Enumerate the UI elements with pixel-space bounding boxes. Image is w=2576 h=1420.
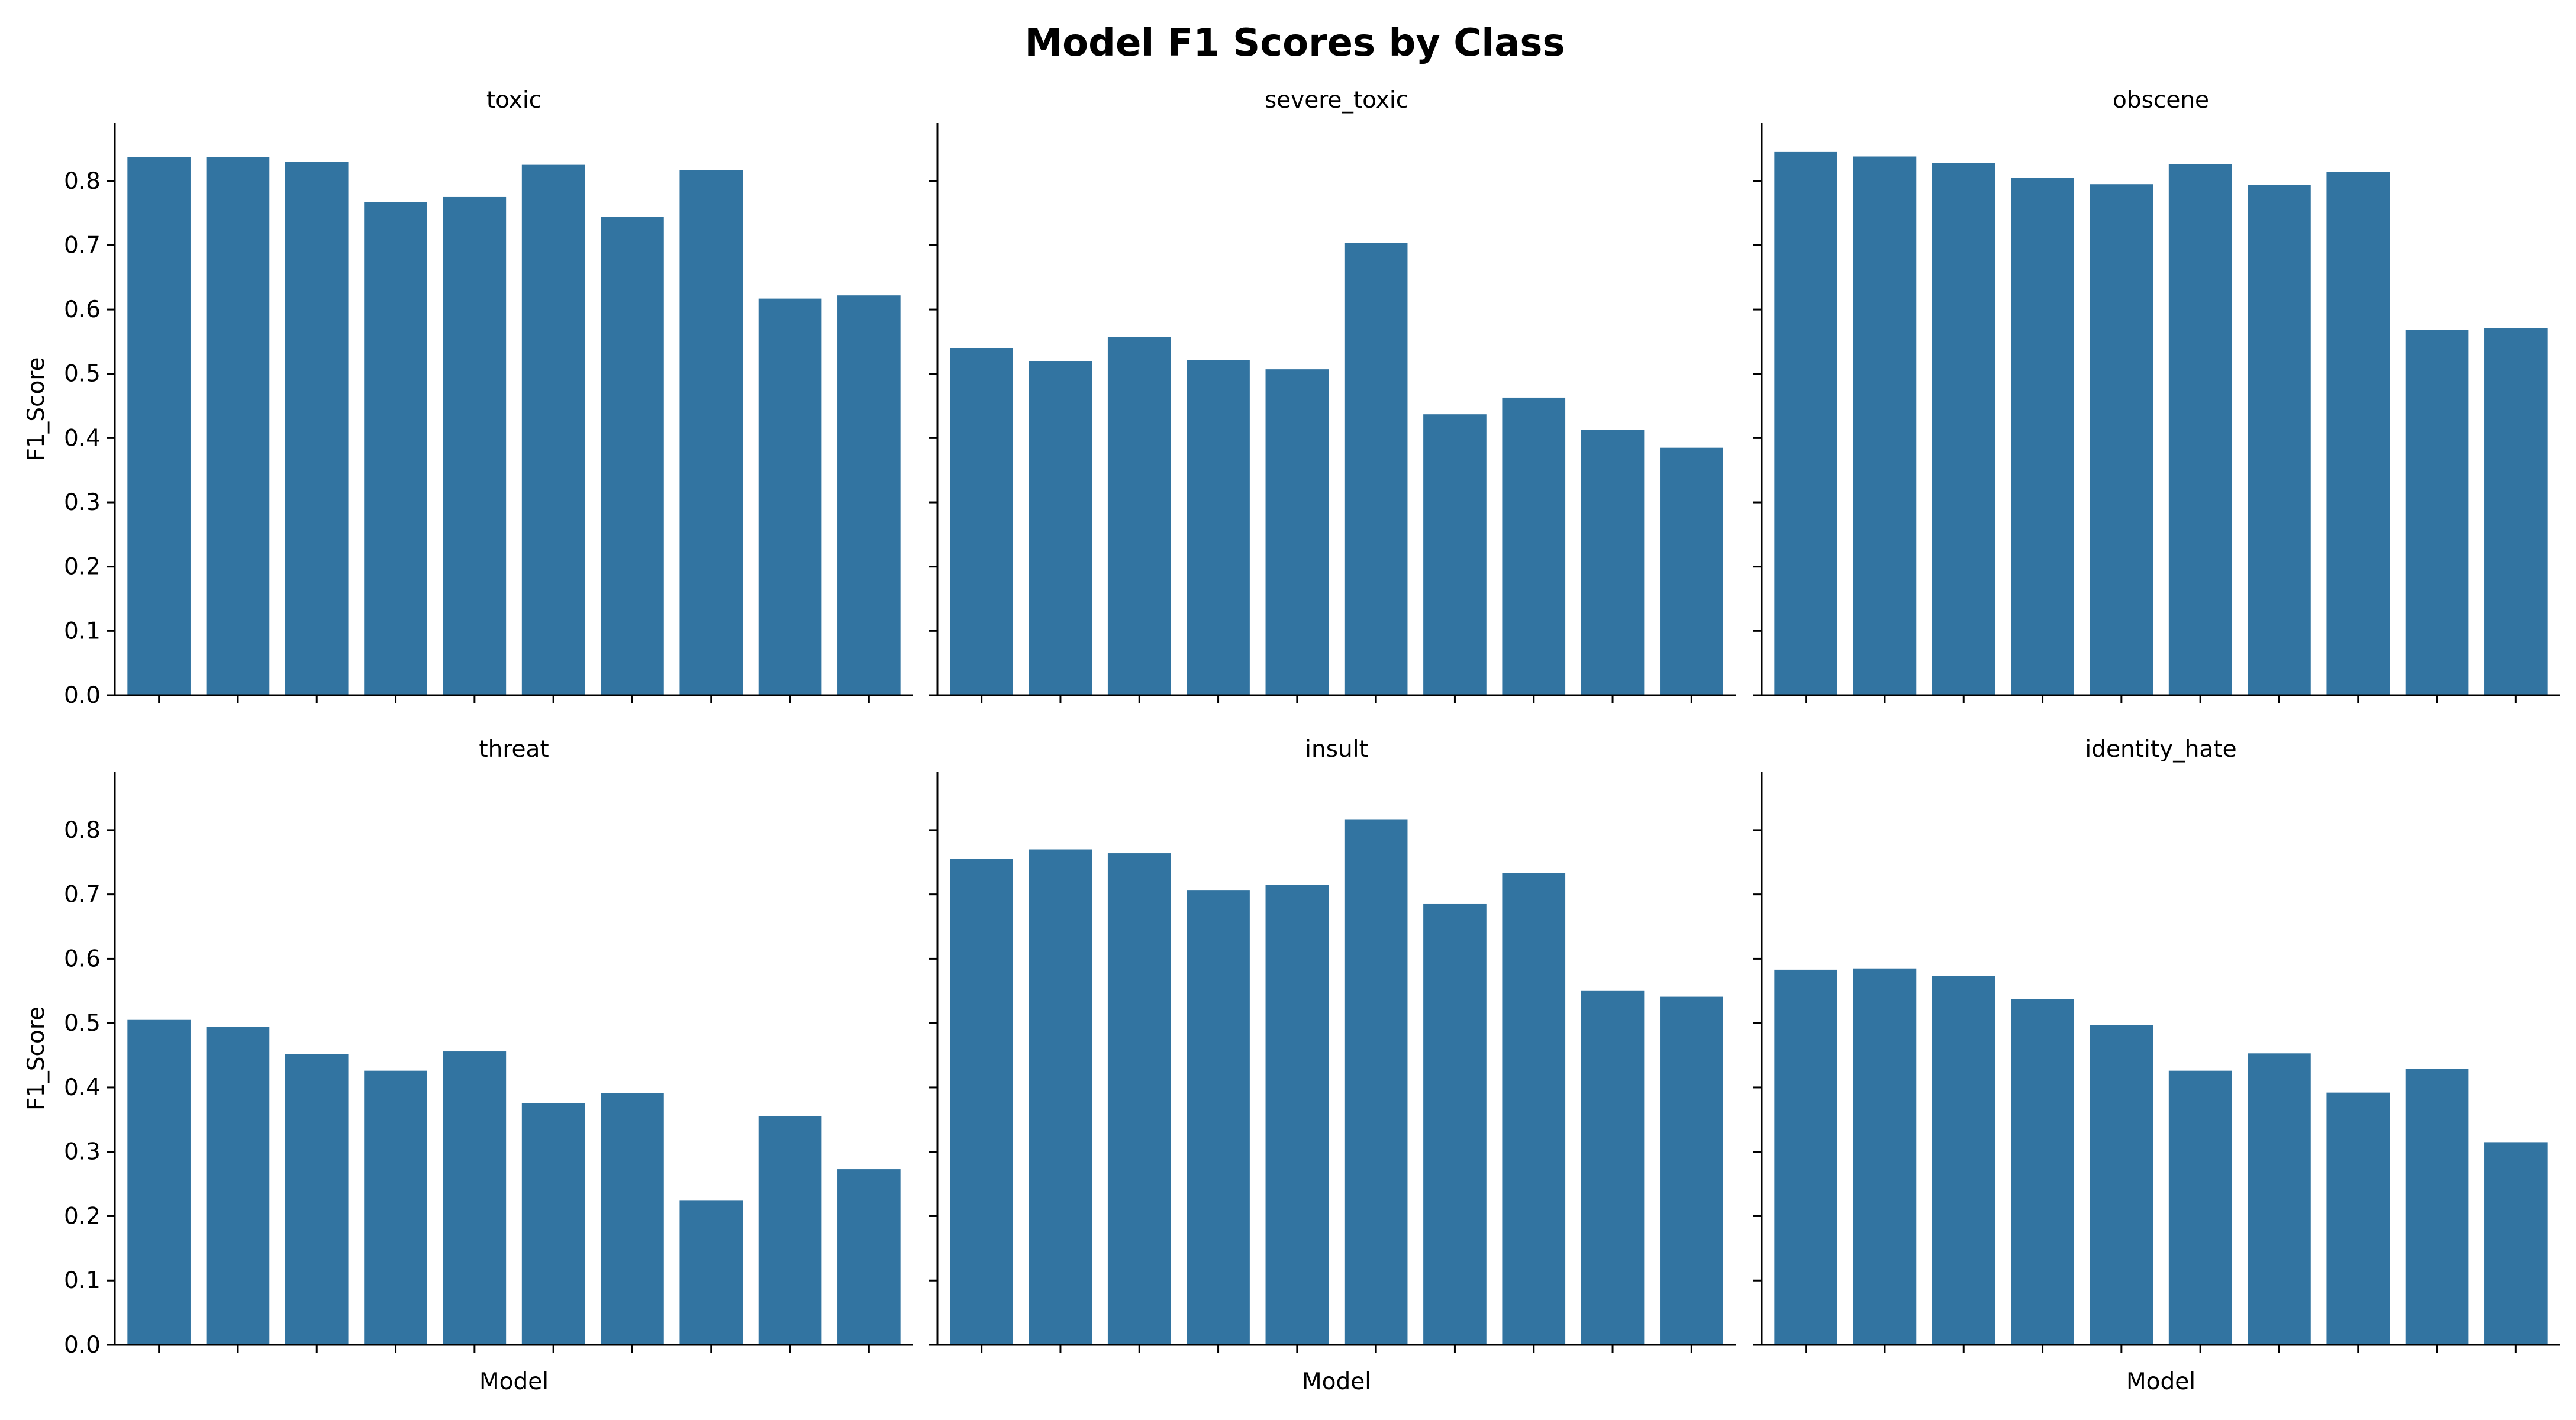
bar (1187, 360, 1250, 695)
y-axis-label: F1_Score (23, 357, 50, 462)
bar (2168, 1070, 2232, 1345)
bar (2090, 184, 2153, 695)
bar (1502, 397, 1566, 695)
y-tick-label: 0.1 (64, 618, 101, 644)
bar (1932, 976, 1995, 1345)
y-tick-label: 0.0 (64, 1332, 101, 1358)
panel-identity-hate: identity_hate Model (1753, 736, 2560, 1395)
bar (950, 348, 1013, 695)
x-axis-label: Model (1302, 1369, 1371, 1395)
bar (285, 1054, 349, 1345)
bar (127, 157, 191, 695)
bar (521, 1103, 585, 1345)
bar (1774, 969, 1837, 1345)
y-tick-label: 0.2 (64, 554, 101, 580)
bar (1581, 430, 1645, 695)
y-tick-label: 0.8 (64, 168, 101, 195)
bar (1853, 968, 1917, 1345)
y-tick-label: 0.6 (64, 296, 101, 323)
panel-title: obscene (2113, 87, 2209, 114)
y-axis-label: F1_Score (23, 1006, 50, 1111)
bar (2011, 999, 2074, 1345)
bar (2011, 178, 2074, 695)
bar (758, 1116, 822, 1345)
panel-title: insult (1305, 736, 1368, 763)
bar (1107, 853, 1171, 1345)
bar (1774, 151, 1837, 695)
bar (1029, 361, 1092, 695)
bar (758, 298, 822, 695)
bar (443, 196, 507, 695)
bar (1344, 243, 1408, 695)
bar (679, 1200, 743, 1345)
bar (837, 1169, 901, 1345)
bar (1423, 414, 1487, 695)
y-tick-label: 0.5 (64, 361, 101, 388)
panel-threat: threat 0.0 0.1 0.2 0.3 0.4 0.5 0.6 0.7 0.8 F1_Scor… (23, 736, 913, 1395)
y-tick-label: 0.7 (64, 232, 101, 259)
panel-title: identity_hate (2085, 736, 2236, 763)
chart-panels: toxic 0.0 0.1 0.2 0.3 0.4 0.5 0.6 0.7 0.8 F1_Score… (23, 87, 2560, 1395)
y-tick-label: 0.5 (64, 1010, 101, 1037)
y-tick-label: 0.3 (64, 1139, 101, 1166)
chart-title: Model F1 Scores by Class (1024, 21, 1565, 65)
bar (1853, 156, 1917, 695)
bar (2168, 164, 2232, 695)
bar (601, 1093, 664, 1345)
bar (1423, 903, 1487, 1345)
bar (443, 1051, 507, 1345)
y-tick-label: 0.3 (64, 489, 101, 516)
bar (285, 162, 349, 695)
bar (837, 295, 901, 695)
bar (601, 217, 664, 695)
panel-obscene: obscene (1753, 87, 2560, 703)
bar (2405, 1069, 2469, 1345)
y-tick-label: 0.4 (64, 1074, 101, 1101)
y-tick-label: 0.2 (64, 1203, 101, 1229)
y-tick-label: 0.0 (64, 682, 101, 709)
bar (2326, 1092, 2390, 1345)
bar (2248, 1053, 2311, 1345)
bar (364, 202, 427, 695)
y-tick-label: 0.6 (64, 945, 101, 972)
panel-title: severe_toxic (1265, 87, 1408, 114)
y-tick-label: 0.4 (64, 425, 101, 451)
panel-toxic: toxic 0.0 0.1 0.2 0.3 0.4 0.5 0.6 0.7 0.8 F1_Score (23, 87, 913, 709)
bar (206, 1027, 270, 1345)
bar (2405, 330, 2469, 695)
bar (2484, 328, 2548, 695)
bar (127, 1019, 191, 1345)
x-axis-label: Model (2126, 1369, 2195, 1395)
bar (1502, 873, 1566, 1345)
y-tick-label: 0.1 (64, 1267, 101, 1294)
bar (1265, 885, 1329, 1345)
bar (1344, 819, 1408, 1345)
bar (1107, 337, 1171, 695)
bar (1660, 996, 1723, 1345)
x-axis-label: Model (479, 1369, 549, 1395)
bar (1029, 849, 1092, 1345)
bar (1265, 369, 1329, 695)
bar (2248, 185, 2311, 695)
bar (950, 859, 1013, 1345)
bar (679, 170, 743, 695)
bar (2484, 1142, 2548, 1345)
panel-insult: insult Model (929, 736, 1736, 1395)
bar (206, 157, 270, 695)
panel-title: threat (479, 736, 549, 763)
bar (1187, 890, 1250, 1345)
bar (1660, 447, 1723, 695)
y-tick-label: 0.8 (64, 817, 101, 844)
bar (2326, 172, 2390, 695)
bar (1581, 990, 1645, 1345)
bar (1932, 163, 1995, 696)
y-tick-label: 0.7 (64, 882, 101, 908)
panel-severe-toxic: severe_toxic (929, 87, 1736, 703)
bar (521, 164, 585, 695)
bar (2090, 1025, 2153, 1345)
panel-title: toxic (486, 87, 541, 114)
bar (364, 1070, 427, 1345)
